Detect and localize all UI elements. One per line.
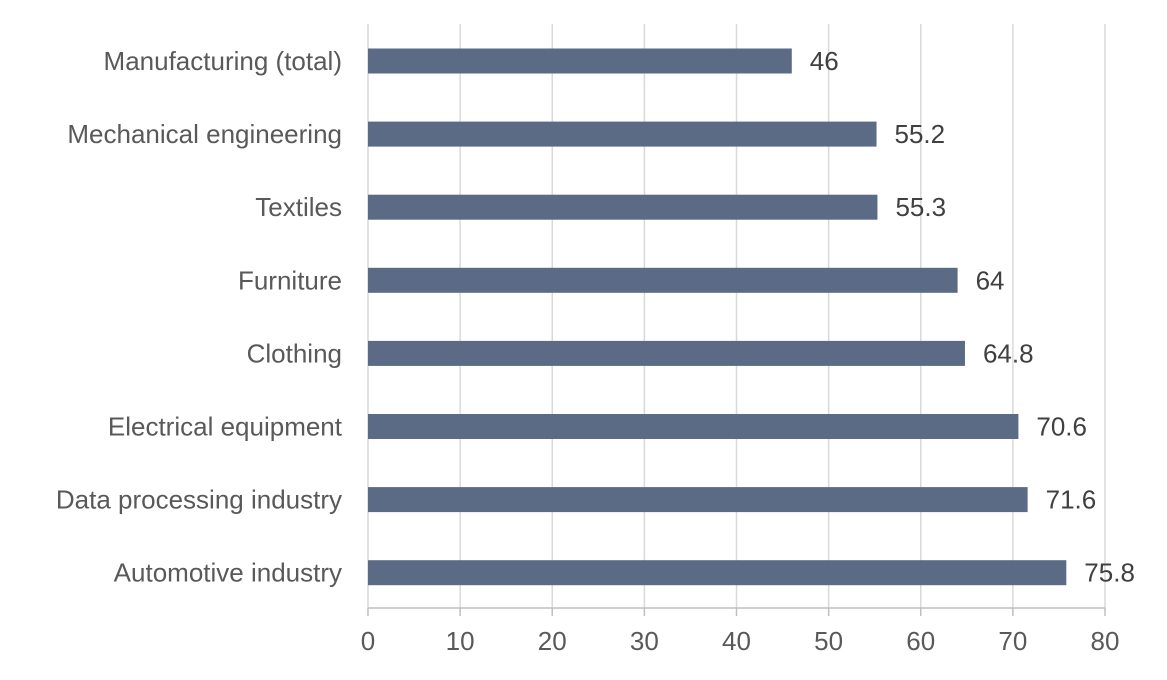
bar	[368, 48, 792, 74]
bar	[368, 414, 1019, 439]
data-label: 64.8	[983, 338, 1034, 368]
x-tick-label: 60	[906, 626, 935, 656]
category-label: Mechanical engineering	[67, 119, 342, 149]
bars	[368, 48, 1067, 586]
category-label: Furniture	[238, 265, 342, 295]
bar	[368, 560, 1067, 586]
x-tick-label: 50	[814, 626, 843, 656]
data-label: 64	[976, 265, 1005, 295]
x-tick-label: 10	[446, 626, 475, 656]
data-labels: 46 55.2 55.3 64 64.8 70.6 71.6 75.8	[810, 46, 1135, 588]
x-tick-label: 0	[361, 626, 375, 656]
x-tick-label: 20	[538, 626, 567, 656]
data-label: 55.3	[895, 192, 946, 222]
x-tick-label: 80	[1091, 626, 1120, 656]
bar	[368, 194, 878, 220]
category-label: Manufacturing (total)	[104, 46, 342, 76]
data-label: 55.2	[895, 119, 946, 149]
category-label: Electrical equipment	[108, 412, 343, 442]
data-label: 71.6	[1046, 485, 1097, 515]
category-label: Clothing	[247, 338, 342, 368]
bar	[368, 340, 965, 366]
category-label: Automotive industry	[114, 558, 342, 588]
x-tick-label: 30	[630, 626, 659, 656]
bar	[368, 487, 1028, 513]
data-label: 46	[810, 46, 839, 76]
data-label: 75.8	[1084, 558, 1135, 588]
x-tick-label: 40	[722, 626, 751, 656]
data-label: 70.6	[1036, 412, 1087, 442]
gridlines	[367, 24, 1106, 608]
bar	[368, 267, 958, 293]
bar	[368, 121, 877, 147]
x-axis: 0 10 20 30 40 50 60 70 80	[361, 607, 1120, 656]
category-label: Textiles	[255, 192, 342, 222]
category-label: Data processing industry	[56, 485, 342, 515]
category-labels: Manufacturing (total) Mechanical engineer…	[56, 46, 343, 588]
x-tick-label: 70	[998, 626, 1027, 656]
